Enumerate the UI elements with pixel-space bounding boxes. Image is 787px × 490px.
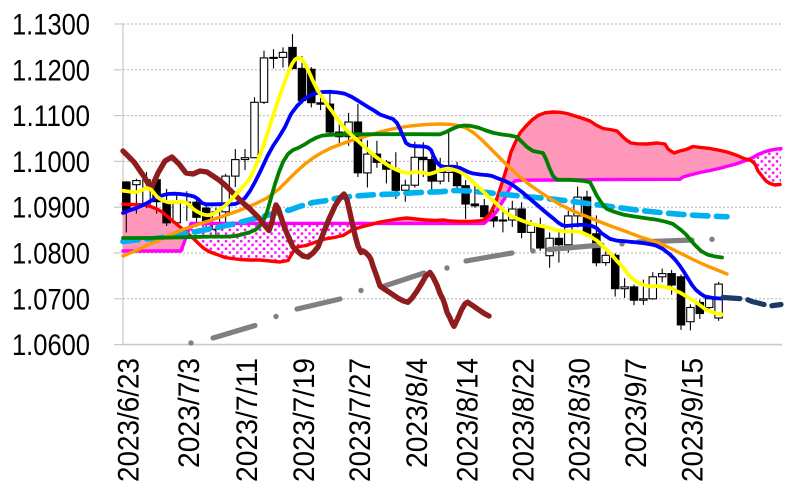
svg-text:1.0700: 1.0700 xyxy=(12,283,90,316)
svg-text:1.1200: 1.1200 xyxy=(12,54,90,87)
svg-text:2023/7/19: 2023/7/19 xyxy=(288,358,321,482)
svg-text:1.1100: 1.1100 xyxy=(12,100,90,133)
svg-text:1.0800: 1.0800 xyxy=(12,238,90,271)
svg-text:2023/8/22: 2023/8/22 xyxy=(508,358,541,482)
svg-text:1.0900: 1.0900 xyxy=(12,192,90,225)
svg-text:1.1000: 1.1000 xyxy=(12,146,90,179)
svg-text:2023/7/3: 2023/7/3 xyxy=(173,358,206,468)
svg-text:2023/7/11: 2023/7/11 xyxy=(231,358,264,482)
svg-text:1.0600: 1.0600 xyxy=(12,329,90,362)
svg-text:2023/9/7: 2023/9/7 xyxy=(620,358,653,468)
svg-text:2023/8/30: 2023/8/30 xyxy=(564,358,597,482)
svg-text:2023/8/4: 2023/8/4 xyxy=(401,358,434,468)
svg-text:2023/6/23: 2023/6/23 xyxy=(112,358,145,482)
svg-text:2023/8/14: 2023/8/14 xyxy=(452,358,485,482)
svg-text:2023/9/15: 2023/9/15 xyxy=(676,358,709,482)
svg-text:2023/7/27: 2023/7/27 xyxy=(344,358,377,482)
svg-text:1.1300: 1.1300 xyxy=(12,9,90,42)
